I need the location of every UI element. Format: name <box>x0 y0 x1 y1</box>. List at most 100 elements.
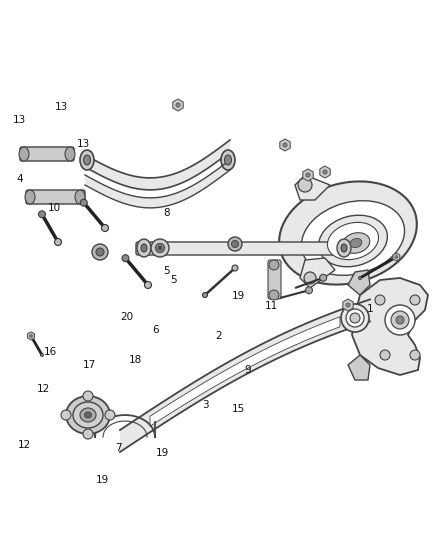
Ellipse shape <box>410 350 420 360</box>
Ellipse shape <box>350 313 360 323</box>
Ellipse shape <box>306 173 310 177</box>
Text: 15: 15 <box>232 405 245 414</box>
Ellipse shape <box>83 429 93 439</box>
Text: 3: 3 <box>202 400 209 410</box>
Polygon shape <box>173 99 183 111</box>
Polygon shape <box>343 299 353 311</box>
Ellipse shape <box>137 239 151 257</box>
Ellipse shape <box>323 170 327 174</box>
Ellipse shape <box>66 396 110 434</box>
Ellipse shape <box>158 246 162 250</box>
Text: 16: 16 <box>44 347 57 357</box>
Ellipse shape <box>304 272 316 284</box>
Polygon shape <box>85 140 230 190</box>
Ellipse shape <box>346 309 364 327</box>
Ellipse shape <box>301 200 405 276</box>
Text: 8: 8 <box>163 208 170 218</box>
Text: 2: 2 <box>215 331 223 341</box>
Ellipse shape <box>40 353 43 357</box>
Ellipse shape <box>328 222 378 260</box>
Ellipse shape <box>19 147 29 161</box>
Polygon shape <box>393 253 400 261</box>
Ellipse shape <box>92 244 108 260</box>
Ellipse shape <box>65 147 75 161</box>
Text: 12: 12 <box>37 384 50 394</box>
Ellipse shape <box>96 248 104 256</box>
Ellipse shape <box>176 103 180 107</box>
Ellipse shape <box>102 224 109 231</box>
Ellipse shape <box>122 255 129 262</box>
Polygon shape <box>120 300 370 452</box>
Ellipse shape <box>25 190 35 204</box>
Ellipse shape <box>380 350 390 360</box>
Ellipse shape <box>73 402 103 428</box>
Ellipse shape <box>385 305 415 335</box>
Ellipse shape <box>346 303 350 307</box>
FancyBboxPatch shape <box>136 242 350 255</box>
Text: 10: 10 <box>48 203 61 213</box>
Text: 6: 6 <box>152 326 159 335</box>
Text: 13: 13 <box>77 139 90 149</box>
Polygon shape <box>295 175 330 200</box>
Ellipse shape <box>341 304 369 332</box>
Ellipse shape <box>155 244 165 253</box>
Text: 13: 13 <box>13 115 26 125</box>
Ellipse shape <box>232 240 239 247</box>
Ellipse shape <box>75 190 85 204</box>
Polygon shape <box>348 270 370 295</box>
Text: 4: 4 <box>16 174 23 183</box>
FancyBboxPatch shape <box>26 190 85 204</box>
Ellipse shape <box>269 260 279 270</box>
Text: 11: 11 <box>265 302 278 311</box>
Text: 7: 7 <box>115 443 122 453</box>
Ellipse shape <box>279 181 417 285</box>
Ellipse shape <box>391 311 409 329</box>
Ellipse shape <box>80 150 94 170</box>
Text: 18: 18 <box>129 355 142 365</box>
Ellipse shape <box>80 408 96 422</box>
Ellipse shape <box>350 238 362 248</box>
Ellipse shape <box>342 233 370 253</box>
Ellipse shape <box>283 143 287 147</box>
Text: 5: 5 <box>170 275 177 285</box>
Ellipse shape <box>141 244 147 252</box>
Ellipse shape <box>83 391 93 401</box>
Ellipse shape <box>341 244 347 252</box>
Ellipse shape <box>145 281 152 288</box>
Text: 19: 19 <box>96 475 110 484</box>
Text: 20: 20 <box>120 312 134 322</box>
Ellipse shape <box>202 293 208 297</box>
Text: 19: 19 <box>232 291 245 301</box>
Polygon shape <box>320 166 330 178</box>
Ellipse shape <box>395 256 398 259</box>
Text: 19: 19 <box>155 448 169 458</box>
Polygon shape <box>280 139 290 151</box>
Ellipse shape <box>232 265 238 271</box>
Text: 17: 17 <box>83 360 96 370</box>
Ellipse shape <box>337 239 351 257</box>
Ellipse shape <box>228 237 242 251</box>
Ellipse shape <box>84 155 91 165</box>
Text: 1: 1 <box>367 304 374 314</box>
Polygon shape <box>28 332 35 340</box>
Ellipse shape <box>80 199 87 206</box>
Ellipse shape <box>105 410 115 420</box>
Polygon shape <box>348 355 370 380</box>
Ellipse shape <box>396 316 404 324</box>
Ellipse shape <box>225 155 232 165</box>
Polygon shape <box>300 258 335 288</box>
FancyBboxPatch shape <box>268 260 281 299</box>
Ellipse shape <box>305 287 312 294</box>
Ellipse shape <box>298 178 312 192</box>
Polygon shape <box>303 169 313 181</box>
Ellipse shape <box>85 412 92 418</box>
Ellipse shape <box>375 295 385 305</box>
Ellipse shape <box>61 410 71 420</box>
Ellipse shape <box>54 238 61 246</box>
Text: 9: 9 <box>244 366 251 375</box>
Ellipse shape <box>320 274 327 281</box>
Polygon shape <box>85 160 230 208</box>
Ellipse shape <box>318 215 388 267</box>
Ellipse shape <box>221 150 235 170</box>
Ellipse shape <box>358 277 361 279</box>
